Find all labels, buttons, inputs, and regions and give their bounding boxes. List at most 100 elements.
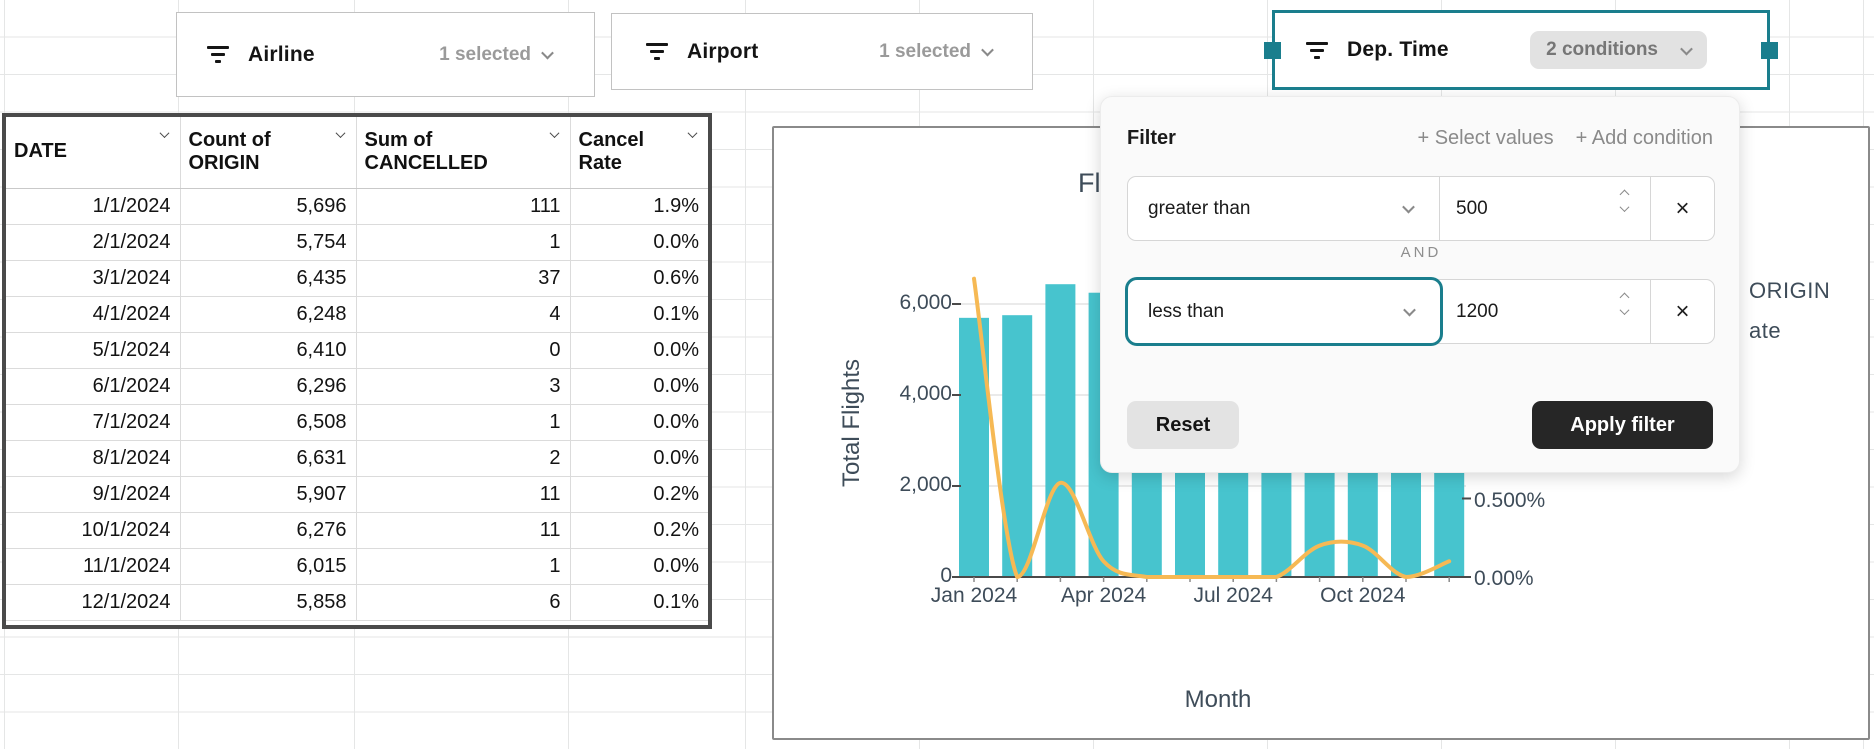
chevron-down-icon[interactable] bbox=[981, 43, 994, 57]
remove-condition-button[interactable]: × bbox=[1650, 177, 1714, 240]
cell[interactable]: 37 bbox=[356, 260, 571, 297]
conditions-pill[interactable]: 2 conditions bbox=[1530, 31, 1707, 69]
cell[interactable]: 0.1% bbox=[570, 584, 708, 621]
cell[interactable]: 11 bbox=[356, 476, 571, 513]
filter-chip-airport[interactable]: Airport 1 selected bbox=[611, 13, 1033, 90]
chevron-down-icon[interactable] bbox=[335, 128, 345, 139]
chevron-down-icon[interactable] bbox=[687, 128, 698, 139]
chip-label: Airport bbox=[687, 39, 759, 63]
cell[interactable]: 0.2% bbox=[570, 512, 708, 549]
cell[interactable]: 6,631 bbox=[180, 440, 357, 477]
remove-condition-button[interactable]: × bbox=[1650, 280, 1714, 343]
cell[interactable]: 6,508 bbox=[180, 404, 357, 441]
conditions-pill-label: 2 conditions bbox=[1546, 39, 1658, 60]
cell[interactable]: 2/1/2024 bbox=[6, 224, 181, 261]
chevron-up-icon[interactable] bbox=[1619, 292, 1630, 303]
cell[interactable]: 0.0% bbox=[570, 548, 708, 585]
column-header-label: Cancel Rate bbox=[578, 128, 645, 175]
chevron-down-icon[interactable] bbox=[541, 46, 554, 60]
cell[interactable]: 0.0% bbox=[570, 440, 708, 477]
operator-value: greater than bbox=[1148, 197, 1251, 219]
cell[interactable]: 11 bbox=[356, 512, 571, 549]
operator-value: less than bbox=[1148, 300, 1225, 322]
cell[interactable]: 10/1/2024 bbox=[6, 512, 181, 549]
select-values-action[interactable]: + Select values bbox=[1417, 127, 1554, 149]
table-header-row: DATE Count of ORIGIN Sum of CANCELLED Cance… bbox=[6, 117, 708, 189]
table-row: 3/1/2024 6,435 37 0.6% bbox=[6, 260, 708, 297]
cell[interactable]: 5,858 bbox=[180, 584, 357, 621]
cell[interactable]: 1.9% bbox=[570, 188, 708, 225]
cell[interactable]: 0.2% bbox=[570, 476, 708, 513]
cell[interactable]: 0.6% bbox=[570, 260, 708, 297]
number-stepper[interactable] bbox=[1619, 292, 1630, 316]
chevron-down-icon[interactable] bbox=[1619, 202, 1630, 213]
cell[interactable]: 0.0% bbox=[570, 404, 708, 441]
cell[interactable]: 1 bbox=[356, 224, 571, 261]
cell[interactable]: 4/1/2024 bbox=[6, 296, 181, 333]
cell[interactable]: 6/1/2024 bbox=[6, 368, 181, 405]
filter-chip-airline[interactable]: Airline 1 selected bbox=[176, 12, 595, 97]
table-row: 10/1/2024 6,276 11 0.2% bbox=[6, 512, 708, 549]
column-header[interactable]: DATE bbox=[6, 117, 181, 189]
cell[interactable]: 5,754 bbox=[180, 224, 357, 261]
cell[interactable]: 0.0% bbox=[570, 368, 708, 405]
cell[interactable]: 6,276 bbox=[180, 512, 357, 549]
selection-handle-right[interactable] bbox=[1761, 42, 1778, 59]
condition-row: greater than × bbox=[1127, 176, 1715, 241]
popup-actions: + Select values + Add condition bbox=[1417, 127, 1713, 150]
cell[interactable]: 1 bbox=[356, 548, 571, 585]
chevron-down-icon[interactable] bbox=[549, 128, 559, 139]
cell[interactable]: 1 bbox=[356, 404, 571, 441]
chevron-up-icon[interactable] bbox=[1619, 189, 1630, 200]
cell[interactable]: 3/1/2024 bbox=[6, 260, 181, 297]
cell[interactable]: 5,696 bbox=[180, 188, 357, 225]
cell[interactable]: 1/1/2024 bbox=[6, 188, 181, 225]
chevron-down-icon[interactable] bbox=[1619, 305, 1630, 316]
column-header-label: Count of ORIGIN bbox=[188, 128, 271, 175]
cell[interactable]: 6,410 bbox=[180, 332, 357, 369]
cell[interactable]: 6 bbox=[356, 584, 571, 621]
cell[interactable]: 2 bbox=[356, 440, 571, 477]
cell[interactable]: 0 bbox=[356, 332, 571, 369]
cell[interactable]: 111 bbox=[356, 188, 571, 225]
operator-dropdown[interactable]: greater than bbox=[1128, 177, 1440, 240]
table-row: 8/1/2024 6,631 2 0.0% bbox=[6, 440, 708, 477]
column-header[interactable]: Cancel Rate bbox=[570, 117, 708, 189]
cell[interactable]: 0.1% bbox=[570, 296, 708, 333]
cell[interactable]: 7/1/2024 bbox=[6, 404, 181, 441]
table-row: 5/1/2024 6,410 0 0.0% bbox=[6, 332, 708, 369]
cell[interactable]: 4 bbox=[356, 296, 571, 333]
table-row: 7/1/2024 6,508 1 0.0% bbox=[6, 404, 708, 441]
cell[interactable]: 0.0% bbox=[570, 224, 708, 261]
column-header[interactable]: Count of ORIGIN bbox=[180, 117, 357, 189]
cell[interactable]: 11/1/2024 bbox=[6, 548, 181, 585]
cell[interactable]: 6,296 bbox=[180, 368, 357, 405]
chevron-down-icon bbox=[1680, 42, 1693, 55]
cell[interactable]: 5/1/2024 bbox=[6, 332, 181, 369]
condition-value-input[interactable] bbox=[1440, 197, 1570, 220]
cell[interactable]: 6,015 bbox=[180, 548, 357, 585]
filter-popup: Filter + Select values + Add condition g… bbox=[1100, 96, 1740, 473]
table-row: 2/1/2024 5,754 1 0.0% bbox=[6, 224, 708, 261]
selection-handle-left[interactable] bbox=[1264, 42, 1281, 59]
reset-button[interactable]: Reset bbox=[1127, 401, 1239, 449]
cell[interactable]: 5,907 bbox=[180, 476, 357, 513]
cell[interactable]: 6,435 bbox=[180, 260, 357, 297]
column-header[interactable]: Sum of CANCELLED bbox=[356, 117, 571, 189]
cell[interactable]: 0.0% bbox=[570, 332, 708, 369]
sheet-gridline bbox=[745, 0, 746, 749]
cell[interactable]: 12/1/2024 bbox=[6, 584, 181, 621]
operator-dropdown-focused[interactable]: less than bbox=[1128, 280, 1440, 343]
number-stepper[interactable] bbox=[1619, 189, 1630, 213]
chevron-down-icon[interactable] bbox=[159, 128, 169, 139]
chip-label: Dep. Time bbox=[1347, 38, 1449, 61]
apply-filter-button[interactable]: Apply filter bbox=[1532, 401, 1713, 449]
condition-value-input[interactable] bbox=[1440, 300, 1570, 323]
cell[interactable]: 8/1/2024 bbox=[6, 440, 181, 477]
add-condition-action[interactable]: + Add condition bbox=[1575, 127, 1713, 149]
filter-chip-dep-time[interactable]: Dep. Time 2 conditions bbox=[1264, 10, 1778, 90]
cell[interactable]: 6,248 bbox=[180, 296, 357, 333]
cell[interactable]: 3 bbox=[356, 368, 571, 405]
cell[interactable]: 9/1/2024 bbox=[6, 476, 181, 513]
